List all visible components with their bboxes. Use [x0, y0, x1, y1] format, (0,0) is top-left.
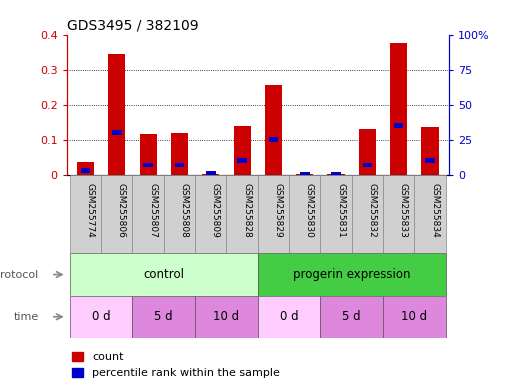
Text: GSM255807: GSM255807 — [148, 183, 157, 237]
Bar — [202, 174, 220, 175]
Text: GSM255829: GSM255829 — [273, 183, 283, 237]
FancyBboxPatch shape — [321, 296, 383, 338]
FancyBboxPatch shape — [70, 253, 258, 296]
FancyBboxPatch shape — [195, 175, 226, 253]
Text: 10 d: 10 d — [401, 310, 427, 323]
Text: time: time — [13, 312, 38, 322]
Text: control: control — [143, 268, 184, 281]
Bar — [327, 174, 345, 175]
FancyBboxPatch shape — [258, 175, 289, 253]
FancyBboxPatch shape — [415, 175, 446, 253]
Text: GSM255830: GSM255830 — [305, 183, 314, 237]
Bar — [108, 54, 125, 175]
FancyBboxPatch shape — [132, 175, 164, 253]
Bar — [233, 126, 251, 175]
Bar — [206, 171, 215, 175]
Text: 0 d: 0 d — [92, 310, 110, 323]
FancyBboxPatch shape — [132, 296, 195, 338]
Text: progerin expression: progerin expression — [293, 268, 410, 281]
Text: 5 d: 5 d — [343, 310, 361, 323]
Text: GSM255806: GSM255806 — [117, 183, 126, 237]
FancyBboxPatch shape — [195, 296, 258, 338]
Bar — [359, 129, 376, 175]
Bar — [363, 163, 372, 167]
Bar — [425, 159, 435, 163]
Bar — [171, 133, 188, 175]
Bar — [140, 134, 157, 175]
FancyBboxPatch shape — [101, 175, 132, 253]
FancyBboxPatch shape — [258, 296, 321, 338]
Bar — [296, 174, 313, 175]
Text: GDS3495 / 382109: GDS3495 / 382109 — [67, 18, 199, 32]
Bar — [112, 131, 122, 135]
Text: GSM255831: GSM255831 — [336, 183, 345, 237]
FancyBboxPatch shape — [226, 175, 258, 253]
Bar — [144, 163, 153, 167]
Text: GSM255809: GSM255809 — [211, 183, 220, 237]
Bar — [265, 85, 282, 175]
Text: GSM255834: GSM255834 — [430, 183, 439, 237]
Bar — [331, 172, 341, 176]
FancyBboxPatch shape — [70, 175, 101, 253]
Bar — [269, 137, 278, 142]
Text: protocol: protocol — [0, 270, 38, 280]
Bar — [238, 159, 247, 163]
Text: 5 d: 5 d — [154, 310, 173, 323]
Text: GSM255832: GSM255832 — [367, 183, 377, 237]
FancyBboxPatch shape — [321, 175, 352, 253]
Text: GSM255774: GSM255774 — [86, 183, 94, 237]
Bar — [394, 123, 404, 128]
Bar — [175, 163, 184, 167]
Text: 0 d: 0 d — [280, 310, 299, 323]
FancyBboxPatch shape — [352, 175, 383, 253]
FancyBboxPatch shape — [383, 175, 415, 253]
FancyBboxPatch shape — [258, 253, 446, 296]
Bar — [77, 162, 94, 175]
Text: GSM255828: GSM255828 — [242, 183, 251, 237]
Text: GSM255808: GSM255808 — [180, 183, 188, 237]
Bar — [390, 43, 407, 175]
Bar — [81, 168, 90, 173]
FancyBboxPatch shape — [70, 296, 132, 338]
FancyBboxPatch shape — [164, 175, 195, 253]
FancyBboxPatch shape — [289, 175, 321, 253]
Legend: count, percentile rank within the sample: count, percentile rank within the sample — [72, 352, 280, 379]
Text: 10 d: 10 d — [213, 310, 240, 323]
Bar — [300, 172, 309, 176]
Bar — [422, 127, 439, 175]
Text: GSM255833: GSM255833 — [399, 183, 408, 237]
FancyBboxPatch shape — [383, 296, 446, 338]
